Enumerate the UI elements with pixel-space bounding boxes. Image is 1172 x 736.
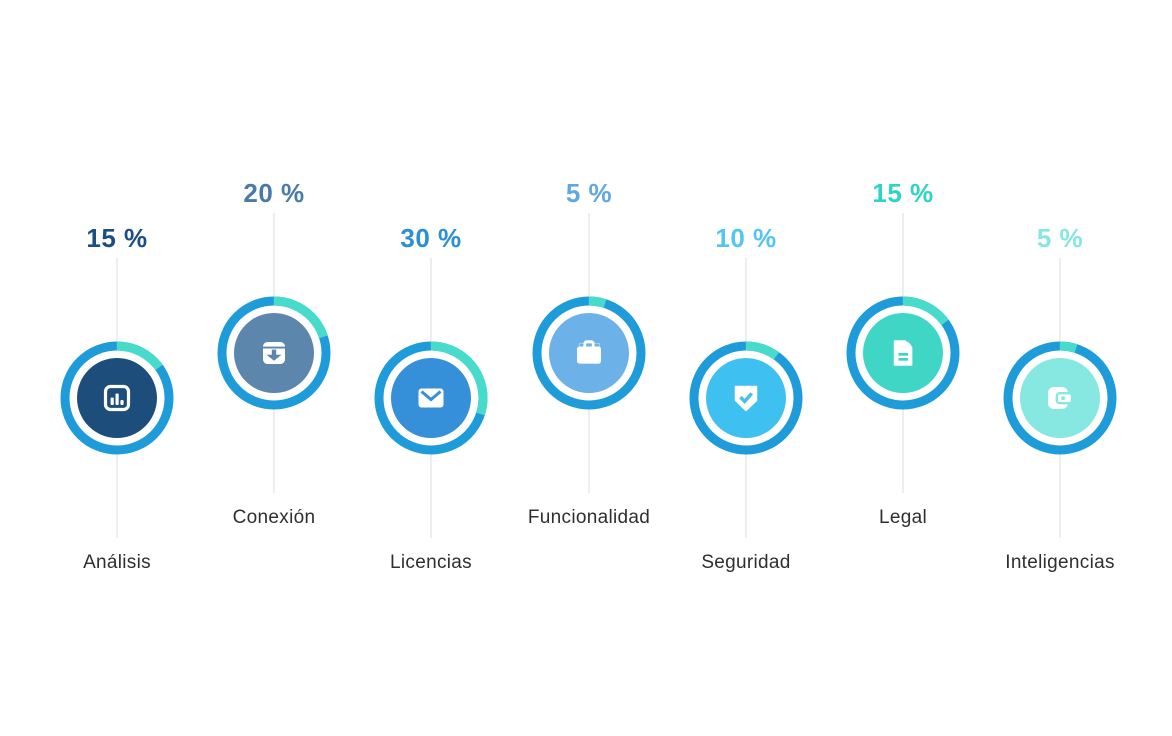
percent-label: 10 % [715, 223, 777, 253]
infographic-item-analisis: 15 % Análisis [37, 0, 197, 736]
envelope-icon [418, 388, 444, 408]
inbox-archive-icon [263, 342, 285, 364]
bar-chart-icon [103, 384, 131, 412]
infographic-item-conexion: 20 % Conexión [194, 0, 354, 736]
document-icon [893, 340, 913, 366]
category-label: Conexión [232, 507, 316, 528]
category-label: Inteligencias [1005, 552, 1115, 573]
progress-ring [371, 338, 491, 458]
infographic-item-licencias: 30 % Licencias [351, 0, 511, 736]
category-label: Licencias [390, 552, 472, 573]
briefcase-icon [577, 340, 601, 364]
percent-label: 15 % [872, 178, 934, 208]
infographic-item-inteligencias: 5 % Inteligencias [980, 0, 1140, 736]
percent-label: 15 % [86, 223, 148, 253]
wallet-icon [1048, 387, 1074, 409]
infographic-item-legal: 15 % Legal [823, 0, 983, 736]
progress-ring [843, 293, 963, 413]
progress-ring [1000, 338, 1120, 458]
category-label: Funcionalidad [527, 507, 651, 528]
progress-ring-svg [217, 296, 331, 410]
shield-check-icon [734, 385, 758, 412]
category-label: Análisis [83, 552, 151, 573]
progress-ring [57, 338, 177, 458]
infographic-item-seguridad: 10 % Seguridad [666, 0, 826, 736]
category-label: Seguridad [701, 552, 791, 573]
percent-label: 30 % [400, 223, 462, 253]
progress-ring [686, 338, 806, 458]
progress-ring [214, 293, 334, 413]
percent-label: 5 % [565, 178, 613, 208]
infographic-item-funcionalidad: 5 % Funcionalidad [509, 0, 669, 736]
progress-ring [529, 293, 649, 413]
percent-label: 5 % [1036, 223, 1084, 253]
category-label: Legal [879, 507, 927, 528]
percent-label: 20 % [243, 178, 305, 208]
